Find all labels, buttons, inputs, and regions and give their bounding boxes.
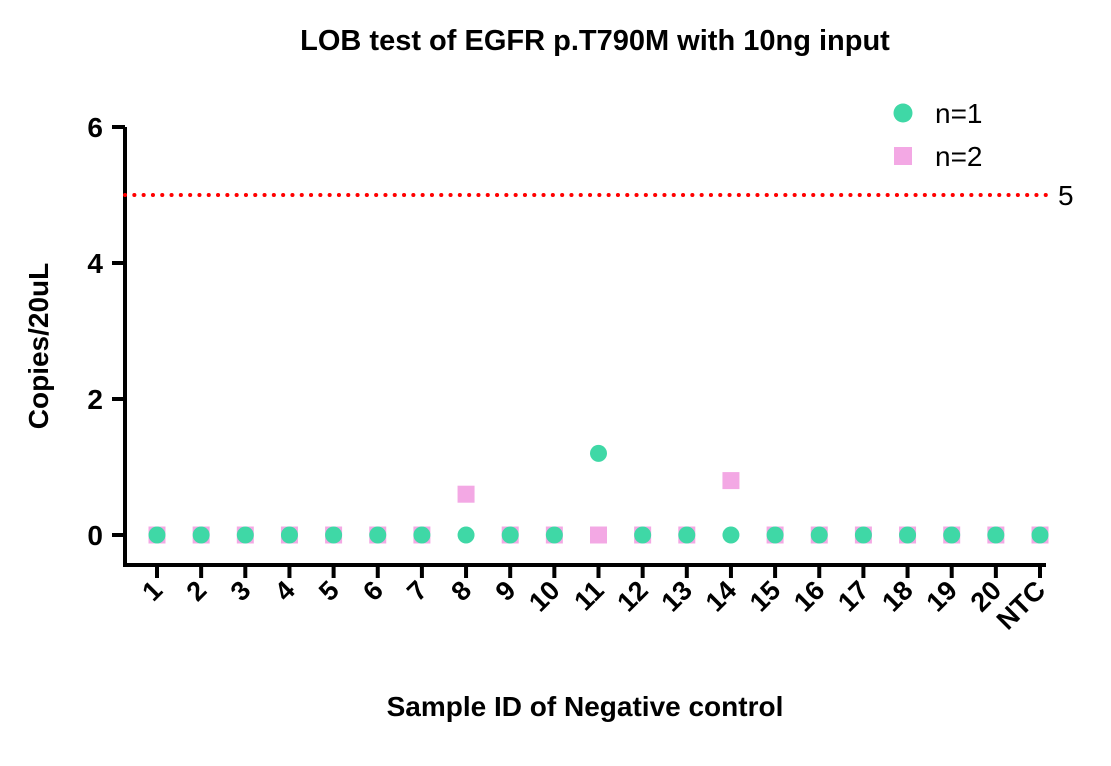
y-tick-label: 4 bbox=[87, 248, 103, 279]
data-point-n=1 bbox=[899, 526, 917, 544]
data-point-n=2 bbox=[457, 485, 475, 503]
data-point-n=1 bbox=[678, 526, 696, 544]
data-point-n=1 bbox=[192, 526, 210, 544]
data-point-n=1 bbox=[854, 526, 872, 544]
x-tick-label: 18 bbox=[876, 575, 918, 617]
data-point-n=1 bbox=[987, 526, 1005, 544]
x-tick-label: 7 bbox=[401, 575, 433, 607]
legend-label-n=2: n=2 bbox=[935, 141, 983, 172]
data-point-n=2 bbox=[590, 526, 607, 544]
data-point-n=1 bbox=[413, 526, 431, 544]
chart-title: LOB test of EGFR p.T790M with 10ng input bbox=[300, 25, 890, 57]
x-tick-label: 2 bbox=[181, 575, 213, 607]
x-axis-title: Sample ID of Negative control bbox=[387, 691, 784, 722]
data-point-n=1 bbox=[280, 526, 298, 544]
x-tick-label: 19 bbox=[920, 575, 962, 617]
y-tick-label: 6 bbox=[87, 112, 103, 143]
x-tick-label: 3 bbox=[225, 575, 257, 607]
x-tick-label: 6 bbox=[357, 575, 389, 607]
x-tick-label: 13 bbox=[656, 575, 698, 617]
data-point-n=1 bbox=[501, 526, 519, 544]
x-tick-label: 17 bbox=[832, 575, 874, 617]
x-tick-label: 14 bbox=[700, 575, 742, 617]
x-tick-label: 15 bbox=[744, 575, 786, 617]
threshold-label: 5 bbox=[1058, 180, 1074, 211]
data-point-n=1 bbox=[590, 444, 607, 462]
legend-marker-n=2 bbox=[894, 147, 912, 165]
x-tick-label: 9 bbox=[490, 575, 522, 607]
x-tick-label: 11 bbox=[568, 575, 609, 616]
legend-marker-n=1 bbox=[893, 103, 913, 123]
x-tick-label: NTC bbox=[991, 575, 1051, 635]
x-tick-label: 12 bbox=[611, 575, 653, 617]
data-point-n=1 bbox=[148, 526, 166, 544]
x-tick-label: 10 bbox=[523, 575, 565, 617]
data-point-n=1 bbox=[457, 526, 475, 544]
data-point-n=1 bbox=[634, 526, 652, 544]
axes bbox=[123, 127, 1046, 567]
data-point-n=1 bbox=[325, 526, 343, 544]
x-tick-label: 5 bbox=[313, 575, 345, 607]
x-tick-label: 1 bbox=[136, 575, 168, 607]
data-point-n=1 bbox=[943, 526, 961, 544]
data-point-n=1 bbox=[766, 526, 784, 544]
data-point-n=1 bbox=[545, 526, 563, 544]
x-tick-label: 16 bbox=[788, 575, 830, 617]
data-point-n=1 bbox=[810, 526, 828, 544]
y-tick-label: 0 bbox=[87, 520, 103, 551]
data-point-n=2 bbox=[722, 472, 740, 490]
y-axis-title: Copies/20uL bbox=[23, 263, 54, 429]
data-point-n=1 bbox=[722, 526, 740, 544]
legend-label-n=1: n=1 bbox=[935, 98, 983, 129]
data-point-n=1 bbox=[369, 526, 387, 544]
y-tick-label: 2 bbox=[87, 384, 103, 415]
data-point-n=1 bbox=[1031, 526, 1049, 544]
x-tick-label: 4 bbox=[269, 575, 301, 607]
data-point-n=1 bbox=[236, 526, 254, 544]
x-tick-label: 8 bbox=[445, 575, 477, 607]
